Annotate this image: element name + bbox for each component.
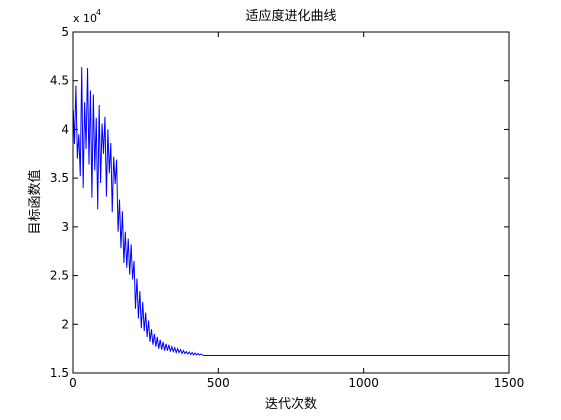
y-tick-label: 2 bbox=[61, 317, 69, 331]
x-tick-label: 0 bbox=[69, 376, 77, 390]
x-tick-label: 500 bbox=[207, 376, 230, 390]
plot-area bbox=[73, 32, 509, 373]
y-tick-label: 3.5 bbox=[50, 171, 69, 185]
y-tick-label: 1.5 bbox=[50, 366, 69, 380]
y-axis-label: 目标函数值 bbox=[27, 169, 43, 234]
y-tick-label: 5 bbox=[61, 25, 69, 39]
axes-background bbox=[73, 32, 509, 373]
chart-title: 适应度进化曲线 bbox=[245, 8, 336, 24]
x-tick-label: 1000 bbox=[348, 376, 379, 390]
axis-tick-labels: 0 500 1000 1500 1.5 2 2.5 3 3.5 4 4.5 5 bbox=[50, 25, 524, 390]
x-axis-label: 迭代次数 bbox=[265, 396, 317, 412]
x-tick-label: 1500 bbox=[494, 376, 525, 390]
series-lines bbox=[72, 67, 509, 356]
series-line bbox=[72, 67, 509, 356]
y-exponent-power: 4 bbox=[96, 8, 101, 17]
y-tick-label: 3 bbox=[61, 220, 69, 234]
y-exponent-base: x 10 bbox=[73, 12, 97, 25]
y-tick-label: 4.5 bbox=[50, 74, 69, 88]
y-tick-label: 4 bbox=[61, 122, 69, 136]
y-tick-label: 2.5 bbox=[50, 269, 69, 283]
axes-box bbox=[72, 31, 510, 374]
